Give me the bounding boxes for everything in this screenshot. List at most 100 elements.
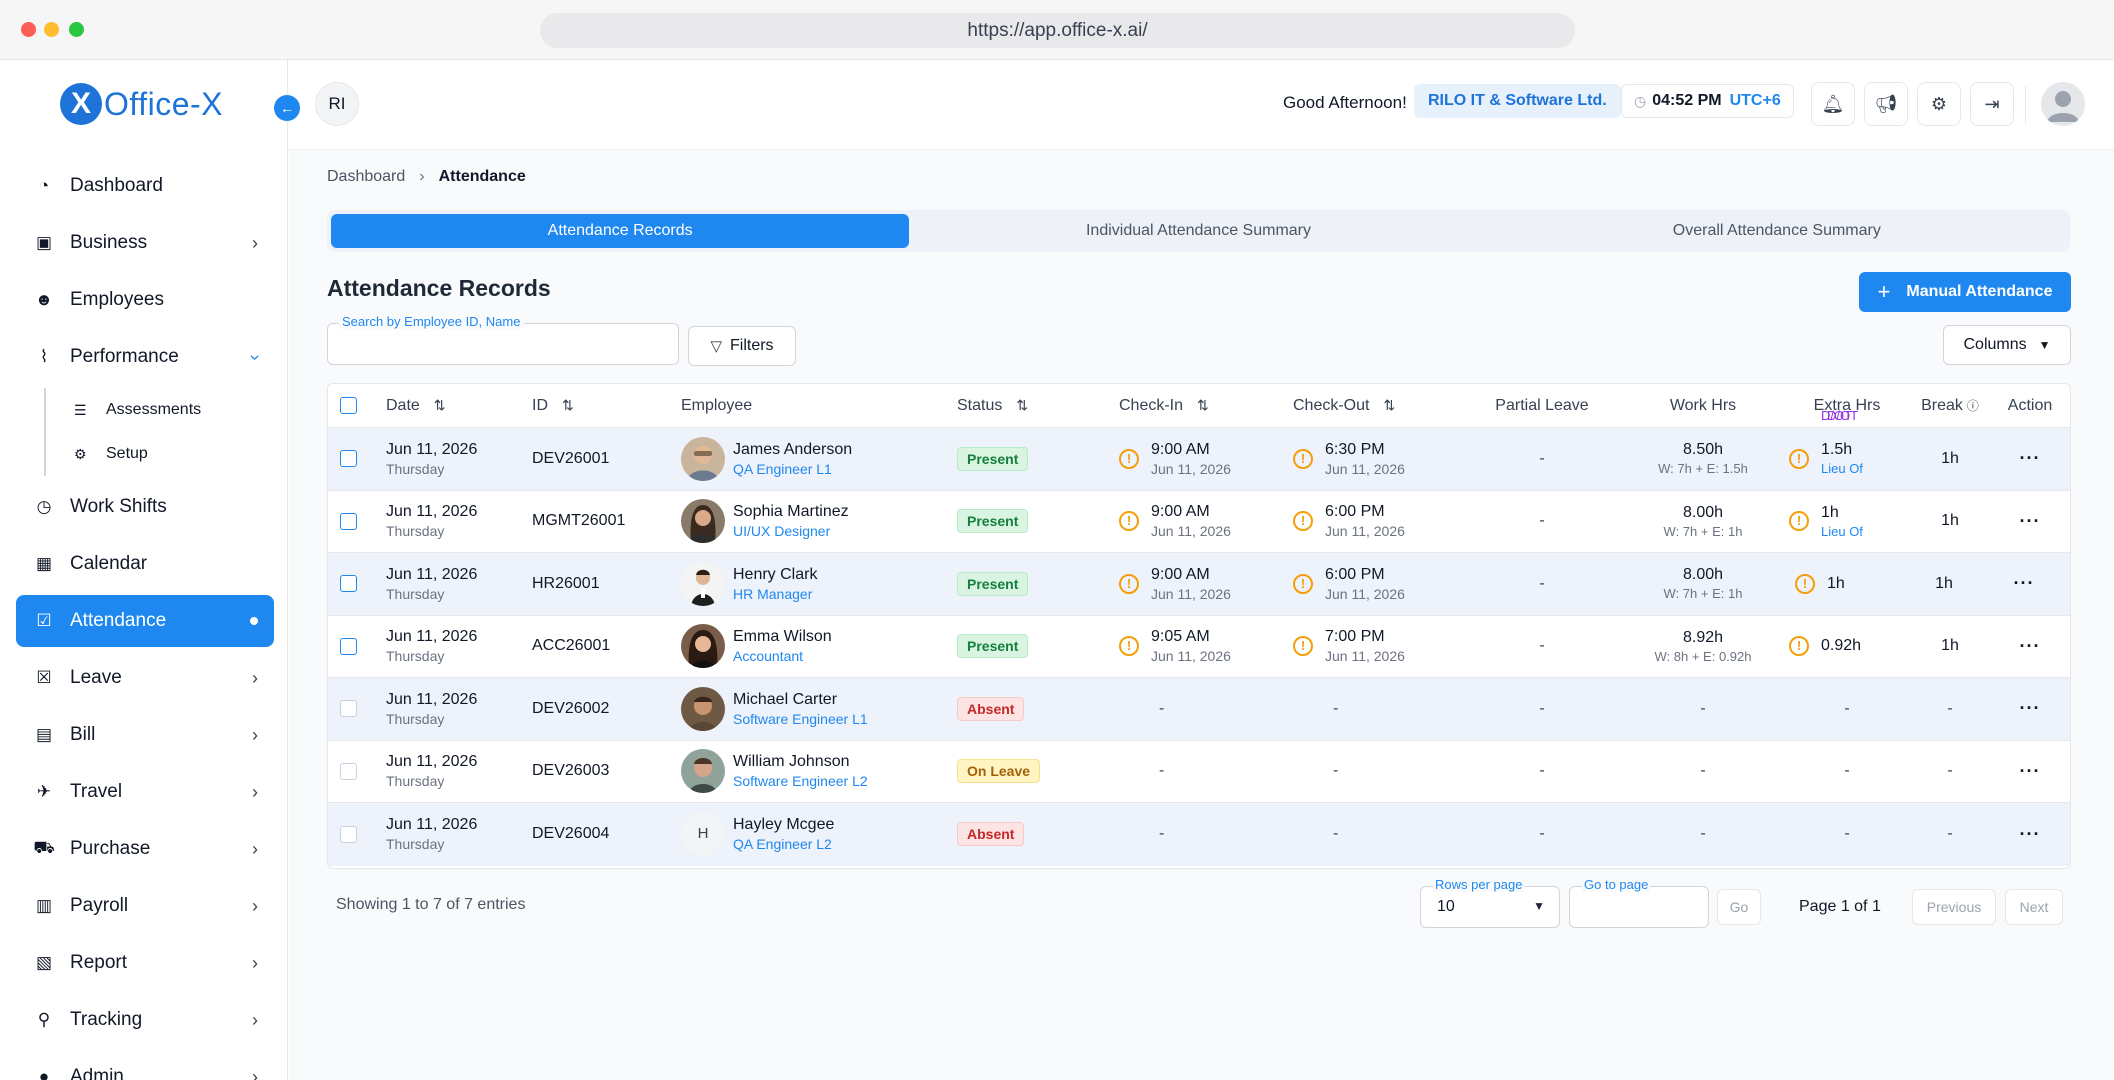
row-checkbox[interactable] — [340, 450, 357, 468]
collapse-sidebar-button[interactable]: ← — [274, 95, 300, 121]
workspace-avatar[interactable]: RI — [315, 82, 359, 126]
employee-name[interactable]: William Johnson — [733, 753, 850, 771]
user-avatar[interactable] — [2041, 82, 2085, 126]
header-label: Employee — [681, 396, 753, 414]
info-icon[interactable]: ⓘ — [1966, 399, 1979, 413]
sidebar-item-tracking[interactable]: ⚲ Tracking › — [16, 994, 274, 1046]
employee-cell: H Hayley Mcgee QA Engineer L2 — [681, 812, 957, 857]
settings-button[interactable]: ⚙ — [1917, 82, 1961, 126]
sidebar-item-setup[interactable]: ⚙ Setup — [46, 432, 274, 476]
warning-icon[interactable]: ! — [1293, 636, 1313, 657]
entries-summary: Showing 1 to 7 of 7 entries — [336, 896, 526, 913]
row-checkbox[interactable] — [340, 762, 357, 780]
row-checkbox[interactable] — [340, 700, 357, 718]
sidebar: X Office-X ◔ Dashboard ▣ Business › ☻ Em… — [0, 60, 288, 1080]
close-window-dot[interactable] — [21, 22, 36, 37]
columns-button[interactable]: Columns ▼ — [1943, 325, 2071, 365]
id-cell: DEV26002 — [532, 699, 610, 717]
employee-name[interactable]: Henry Clark — [733, 565, 818, 583]
header-id[interactable]: ID ⇅ — [532, 397, 681, 415]
more-options-icon[interactable]: ··· — [2019, 760, 2041, 781]
warning-icon[interactable]: ! — [1789, 636, 1809, 657]
more-options-icon[interactable]: ··· — [2019, 823, 2041, 844]
status-badge: Present — [957, 446, 1029, 471]
previous-page-button[interactable]: Previous — [1912, 889, 1996, 925]
sidebar-item-payroll[interactable]: ▥ Payroll › — [16, 880, 274, 932]
tab-attendance-records[interactable]: Attendance Records — [331, 214, 910, 248]
logout-button[interactable]: ⇥ — [1970, 82, 2014, 126]
warning-icon[interactable]: ! — [1119, 511, 1139, 532]
employee-role: UI/UX Designer — [733, 523, 831, 540]
employee-name[interactable]: James Anderson — [733, 440, 853, 458]
sidebar-item-attendance[interactable]: ☑ Attendance — [16, 595, 274, 647]
sidebar-item-employees[interactable]: ☻ Employees — [16, 274, 274, 326]
filters-button[interactable]: ▽ Filters — [688, 326, 796, 366]
employee-avatar: H — [681, 812, 725, 857]
go-to-page-input[interactable]: Go to page — [1569, 877, 1709, 928]
rows-per-page-select[interactable]: Rows per page 10 ▼ — [1420, 877, 1560, 928]
date: Jun 11, 2026 — [386, 816, 478, 834]
more-options-icon[interactable]: ··· — [2019, 698, 2041, 719]
header-checkout[interactable]: Check-Out ⇅ — [1293, 397, 1467, 415]
row-checkbox[interactable] — [340, 575, 357, 593]
sidebar-item-bill[interactable]: ▤ Bill › — [16, 709, 274, 761]
employee-name[interactable]: Sophia Martinez — [733, 503, 849, 521]
row-checkbox[interactable] — [340, 512, 357, 530]
minimize-window-dot[interactable] — [44, 22, 59, 37]
header-status[interactable]: Status ⇅ — [957, 397, 1119, 415]
warning-icon[interactable]: ! — [1789, 511, 1809, 532]
sidebar-item-dashboard[interactable]: ◔ Dashboard — [16, 160, 274, 212]
employee-name[interactable]: Emma Wilson — [733, 628, 832, 646]
sidebar-item-report[interactable]: ▧ Report › — [16, 937, 274, 989]
header-checkin[interactable]: Check-In ⇅ — [1119, 397, 1293, 415]
warning-icon[interactable]: ! — [1789, 448, 1809, 469]
search-input[interactable] — [328, 324, 678, 364]
maximize-window-dot[interactable] — [69, 22, 84, 37]
logo[interactable]: X Office-X — [60, 82, 223, 126]
status-cell: Present — [957, 446, 1119, 471]
gear-icon: ⚙ — [1930, 93, 1948, 114]
more-options-icon[interactable]: ··· — [2013, 573, 2035, 594]
more-options-icon[interactable]: ··· — [2019, 635, 2041, 656]
sidebar-item-work-shifts[interactable]: ◷ Work Shifts — [16, 481, 274, 533]
go-button[interactable]: Go — [1717, 889, 1761, 925]
announcements-button[interactable]: 📢︎ — [1864, 82, 1908, 126]
browser-chrome: https://app.office-x.ai/ — [0, 0, 2114, 60]
more-options-icon[interactable]: ··· — [2019, 510, 2041, 531]
tab-overall-summary[interactable]: Overall Attendance Summary — [1672, 222, 1881, 239]
breadcrumb-dashboard[interactable]: Dashboard — [327, 168, 406, 185]
warning-icon[interactable]: ! — [1119, 573, 1139, 594]
sidebar-item-purchase[interactable]: ⛟ Purchase › — [16, 823, 274, 875]
checkin-date: Jun 11, 2026 — [1151, 460, 1231, 477]
tab-individual-summary[interactable]: Individual Attendance Summary — [1085, 222, 1311, 239]
row-checkbox[interactable] — [340, 637, 357, 655]
sidebar-item-performance[interactable]: ⌇ Performance › — [16, 331, 274, 383]
employee-name[interactable]: Michael Carter — [733, 690, 838, 708]
sidebar-item-travel[interactable]: ✈ Travel › — [16, 766, 274, 818]
header-date[interactable]: Date ⇅ — [386, 397, 532, 415]
warning-icon[interactable]: ! — [1293, 511, 1313, 532]
break-cell: 1h — [1941, 512, 1959, 530]
employee-name[interactable]: Hayley Mcgee — [733, 816, 835, 834]
clock-icon: ◷ — [1634, 93, 1647, 109]
breadcrumb-current: Attendance — [438, 168, 526, 185]
partial-leave-cell: - — [1539, 637, 1545, 655]
warning-icon[interactable]: ! — [1119, 636, 1139, 657]
more-options-icon[interactable]: ··· — [2019, 448, 2041, 469]
select-all-checkbox[interactable] — [340, 397, 357, 414]
sidebar-item-assessments[interactable]: ☰ Assessments — [46, 388, 274, 432]
row-checkbox[interactable] — [340, 825, 357, 843]
warning-icon[interactable]: ! — [1119, 448, 1139, 469]
warning-icon[interactable]: ! — [1293, 573, 1313, 594]
sort-icon: ⇅ — [433, 397, 446, 413]
warning-icon[interactable]: ! — [1293, 448, 1313, 469]
notifications-button[interactable]: 🔔︎ — [1811, 82, 1855, 126]
sidebar-item-calendar[interactable]: ▦ Calendar — [16, 538, 274, 590]
manual-attendance-button[interactable]: + Manual Attendance — [1859, 272, 2071, 312]
next-page-button[interactable]: Next — [2005, 889, 2063, 925]
sidebar-item-admin[interactable]: ● Admin › — [16, 1051, 274, 1080]
warning-icon[interactable]: ! — [1795, 573, 1815, 594]
sidebar-item-business[interactable]: ▣ Business › — [16, 217, 274, 269]
sidebar-item-leave[interactable]: ☒ Leave › — [16, 652, 274, 704]
address-bar[interactable]: https://app.office-x.ai/ — [540, 13, 1575, 48]
